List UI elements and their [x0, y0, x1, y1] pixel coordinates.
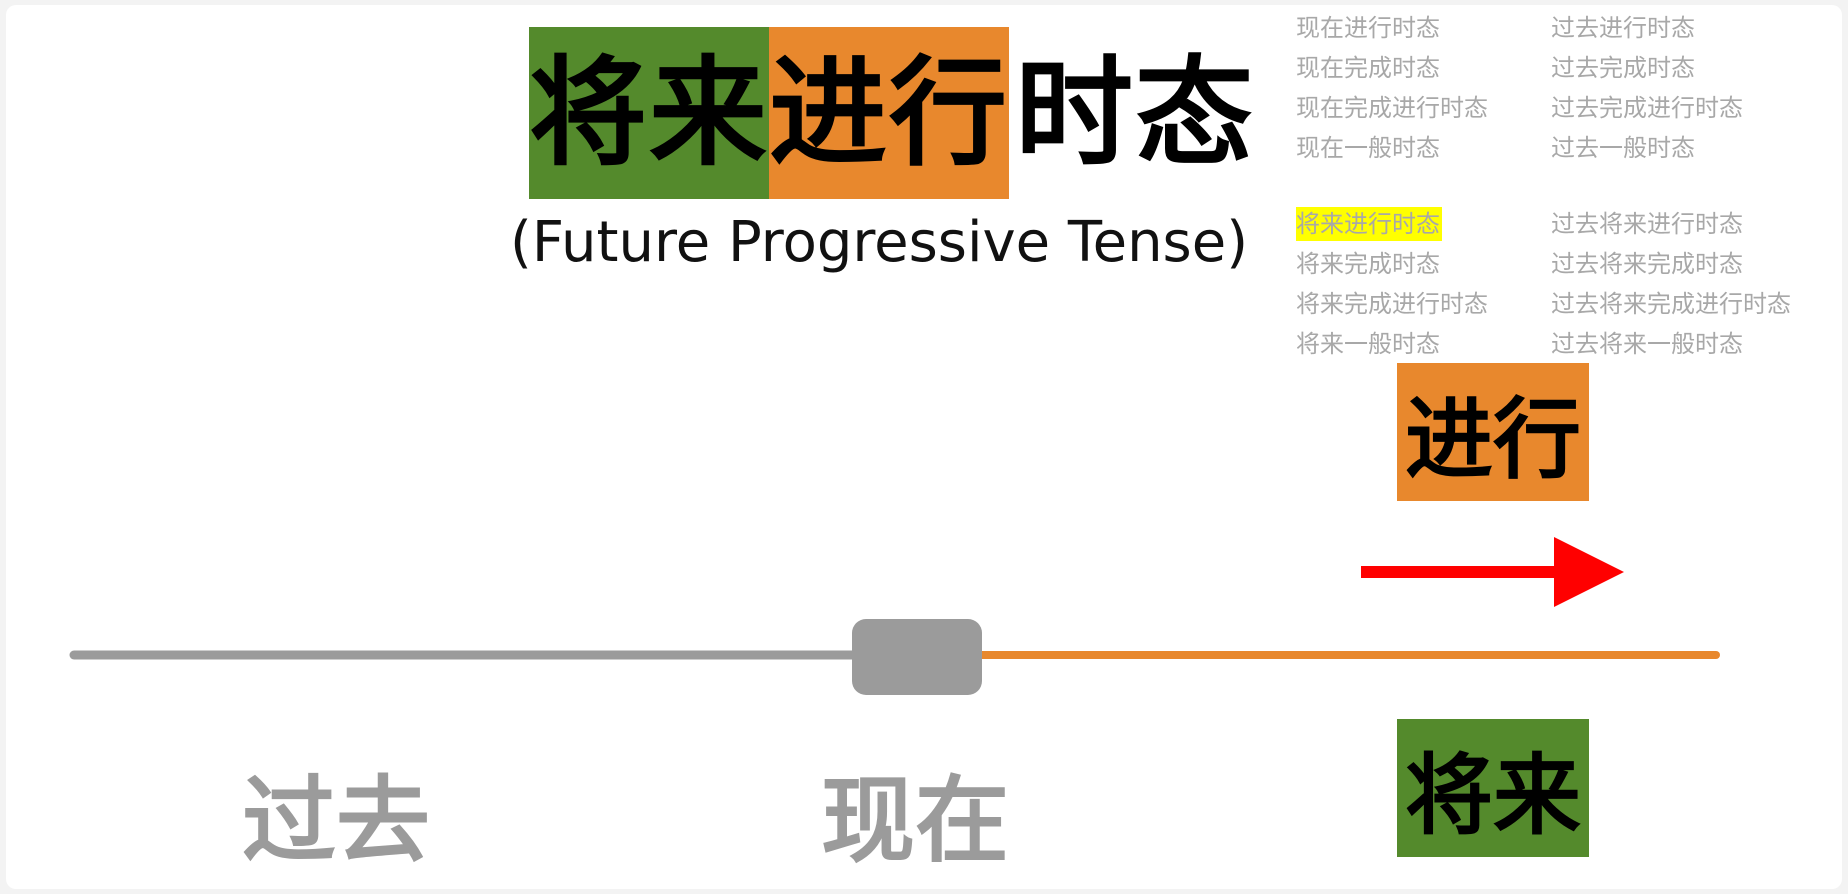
- title-tense-segment: 时态: [1015, 43, 1256, 182]
- tense-list-item: 现在一般时态: [1296, 134, 1440, 162]
- now-marker: [852, 619, 982, 695]
- title-progressive-segment: 进行: [769, 27, 1009, 199]
- progress-arrow-icon: [1361, 537, 1624, 607]
- tense-list-item: 过去进行时态: [1551, 14, 1695, 42]
- tense-list-item: 过去完成时态: [1551, 54, 1695, 82]
- title-future-segment: 将来: [529, 27, 769, 199]
- tense-list-item-highlighted: 将来进行时态: [1296, 207, 1442, 241]
- tense-list-item: 过去将来完成进行时态: [1551, 290, 1791, 318]
- tense-list-item: 将来一般时态: [1296, 330, 1440, 358]
- slide: 将来 进行 时态 (Future Progressive Tense) 现在进行…: [6, 5, 1842, 889]
- progressive-aspect-box: 进行: [1397, 363, 1589, 501]
- tense-list-item: 现在完成时态: [1296, 54, 1440, 82]
- tense-list-item: 将来完成时态: [1296, 250, 1440, 278]
- page-subtitle: (Future Progressive Tense): [510, 210, 1249, 275]
- tense-list-item: 过去完成进行时态: [1551, 94, 1743, 122]
- tense-list-item: 过去将来进行时态: [1551, 210, 1743, 238]
- timeline-diagram: [69, 537, 1720, 695]
- page-title: 将来 进行 时态: [529, 27, 1255, 199]
- tense-list-item: 现在进行时态: [1296, 14, 1440, 42]
- tense-list-item: 将来完成进行时态: [1296, 290, 1488, 318]
- future-time-box: 将来: [1397, 719, 1589, 857]
- now-label: 现在: [821, 766, 1010, 876]
- tense-list-item: 过去将来一般时态: [1551, 330, 1743, 358]
- tense-list-item: 过去一般时态: [1551, 134, 1695, 162]
- tense-list-item: 过去将来完成时态: [1551, 250, 1743, 278]
- past-label: 过去: [242, 766, 431, 876]
- tense-list-item: 现在完成进行时态: [1296, 94, 1488, 122]
